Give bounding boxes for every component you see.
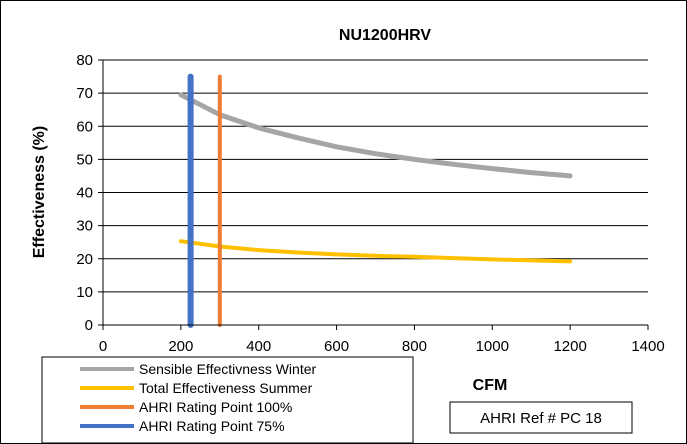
legend-label: AHRI Rating Point 100%	[139, 399, 292, 415]
y-tick-label: 80	[76, 52, 93, 69]
x-tick-label: 1400	[631, 338, 664, 355]
x-axis-title: CFM	[473, 377, 508, 394]
x-tick-label: 800	[402, 338, 427, 355]
y-tick-label: 40	[76, 185, 93, 202]
legend-label: Sensible Effectivness Winter	[139, 361, 316, 377]
x-tick-labels: 0 200 400 600 800 1000 1200 1400	[99, 325, 665, 355]
x-tick-label: 400	[246, 338, 271, 355]
x-tick-label: 1200	[553, 338, 586, 355]
series-line-1	[178, 239, 573, 264]
y-tick-label: 60	[76, 118, 93, 135]
x-tick-label: 600	[324, 338, 349, 355]
y-tick-label: 70	[76, 85, 93, 102]
annotation-box	[449, 401, 633, 434]
legend-box	[41, 356, 414, 444]
legend-label: AHRI Rating Point 75%	[139, 418, 285, 434]
y-tick-label: 20	[76, 251, 93, 268]
x-tick-label: 1000	[476, 338, 509, 355]
y-tick-label: 50	[76, 151, 93, 168]
legend-label: Total Effectiveness Summer	[139, 380, 313, 396]
x-tick-label: 0	[99, 338, 107, 355]
y-tick-label: 30	[76, 218, 93, 235]
x-tick-label: 200	[168, 338, 193, 355]
y-tick-labels: 0 10 20 30 40 50 60 70 80	[76, 52, 103, 334]
series-line-0	[178, 92, 573, 179]
chart-title: NU1200HRV	[339, 27, 432, 44]
plot-area	[178, 73, 573, 328]
y-tick-label: 10	[76, 284, 93, 301]
legend: Sensible Effectivness Winter Total Effect…	[80, 361, 316, 434]
y-tick-label: 0	[85, 317, 93, 334]
ahri-ref-label: AHRI Ref # PC 18	[480, 410, 602, 427]
y-axis-title: Effectiveness (%)	[31, 126, 48, 259]
grid-lines	[103, 59, 648, 293]
